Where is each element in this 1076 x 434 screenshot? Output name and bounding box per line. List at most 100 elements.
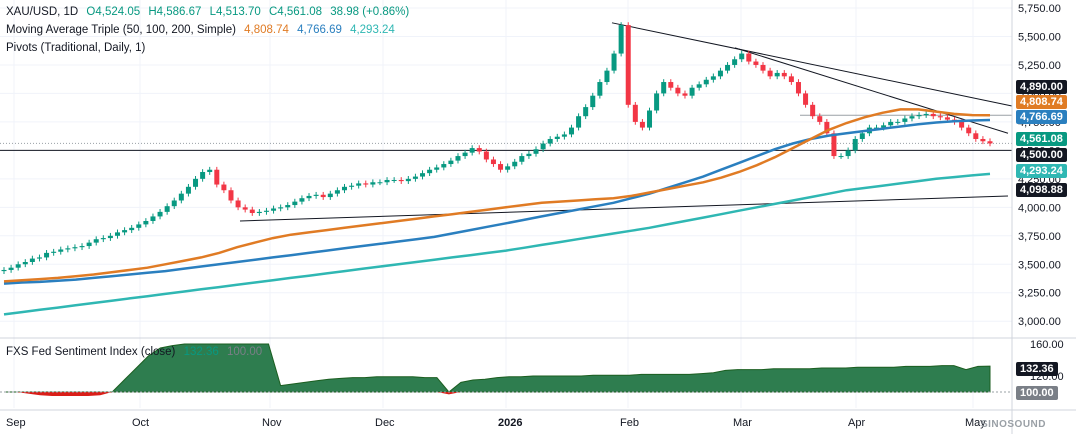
x-tick-label: Apr — [848, 417, 865, 429]
candle-body — [916, 115, 922, 117]
candle-body — [710, 76, 716, 80]
candle-body — [767, 70, 773, 77]
tag-4098: 4,098.88 — [1016, 183, 1067, 197]
candle-body — [810, 104, 816, 117]
ma200-line — [3, 172, 991, 316]
candlestick-series — [1, 22, 993, 274]
indicator-pane — [0, 343, 1012, 396]
candle-body — [689, 87, 695, 96]
symbol-label: XAU/USD, 1D — [6, 6, 79, 18]
ma-label: Moving Average Triple (50, 100, 200, Sim… — [6, 24, 236, 36]
candle-body — [717, 70, 723, 77]
candle-body — [824, 121, 830, 134]
candle-body — [639, 121, 645, 128]
indicator-area — [4, 343, 991, 393]
candle-body — [902, 118, 908, 122]
candle-body — [937, 116, 943, 118]
candle-body — [469, 148, 475, 153]
candle-body — [668, 82, 674, 88]
candle-body — [22, 261, 28, 265]
candle-body — [618, 25, 624, 54]
candle-body — [661, 82, 667, 94]
tag-4500: 4,500.00 — [1016, 148, 1067, 162]
candle-body — [306, 195, 312, 199]
candle-body — [490, 159, 496, 165]
y-tick-label: 5,500.00 — [1018, 31, 1061, 43]
candle-body — [178, 193, 184, 201]
candle-body — [143, 220, 149, 225]
candle-body — [604, 70, 610, 83]
candle-body — [760, 64, 766, 71]
candle-body — [845, 150, 851, 157]
candle-body — [533, 149, 539, 154]
x-tick-label: 2026 — [498, 417, 522, 429]
candle-body — [313, 194, 319, 196]
candle-body — [1, 269, 7, 272]
candle-body — [838, 156, 844, 158]
candle-body — [959, 121, 965, 128]
candle-body — [129, 227, 135, 231]
candle-body — [512, 161, 518, 167]
candle-body — [72, 247, 78, 249]
candle-body — [483, 151, 489, 160]
candle-body — [803, 93, 809, 105]
candle-body — [874, 127, 880, 129]
candle-body — [86, 242, 92, 247]
candle-body — [398, 179, 404, 182]
candle-body — [554, 136, 560, 139]
x-tick-label: Dec — [375, 417, 395, 429]
candle-body — [263, 210, 269, 212]
y-tick-label: 3,500.00 — [1018, 259, 1061, 271]
candle-body — [356, 183, 362, 186]
x-tick-label: Mar — [733, 417, 752, 429]
candle-body — [51, 251, 57, 253]
candle-body — [576, 116, 582, 128]
candle-body — [583, 107, 589, 117]
candle-body — [795, 82, 801, 94]
candle-body — [923, 113, 929, 116]
indicator-negative-area — [4, 392, 990, 396]
candle-body — [427, 169, 433, 174]
candle-body — [171, 200, 177, 207]
candle-body — [235, 200, 241, 208]
candle-body — [221, 184, 227, 191]
candle-body — [774, 72, 780, 77]
candle-body — [65, 248, 71, 250]
y-tick-label: 3,000.00 — [1018, 316, 1061, 328]
candle-body — [817, 116, 823, 122]
moving-averages — [3, 108, 991, 316]
tag-indicator-132: 132.36 — [1016, 362, 1058, 376]
candle-body — [519, 156, 525, 162]
candle-body — [462, 152, 468, 157]
candle-body — [363, 183, 369, 185]
indicator-value2: 100.00 — [226, 346, 263, 358]
candle-body — [944, 117, 950, 120]
candle-body — [909, 116, 915, 119]
candle-body — [249, 209, 255, 214]
candle-body — [36, 257, 42, 259]
candle-body — [895, 121, 901, 123]
candle-body — [739, 53, 745, 60]
open-value: O4,524.05 — [86, 6, 141, 18]
candle-body — [547, 138, 553, 144]
high-value: H4,586.67 — [148, 6, 202, 18]
candle-body — [788, 76, 794, 83]
trend-line — [239, 195, 1009, 222]
candle-body — [292, 201, 298, 206]
x-tick-label: May — [965, 417, 986, 429]
candle-body — [590, 95, 596, 108]
candle-body — [441, 164, 447, 168]
candle-body — [696, 84, 702, 88]
candle-body — [93, 239, 99, 243]
indicator-value: 132.36 — [183, 346, 219, 358]
candle-body — [8, 267, 14, 270]
candle-body — [412, 176, 418, 179]
y-tick-label: 3,750.00 — [1018, 231, 1061, 243]
candle-body — [299, 198, 305, 202]
watermark-logo: SINOSOUND — [980, 419, 1046, 430]
tag-indicator-100: 100.00 — [1016, 386, 1058, 400]
candle-body — [568, 127, 574, 135]
candle-body — [200, 172, 206, 179]
candle-body — [207, 169, 213, 173]
